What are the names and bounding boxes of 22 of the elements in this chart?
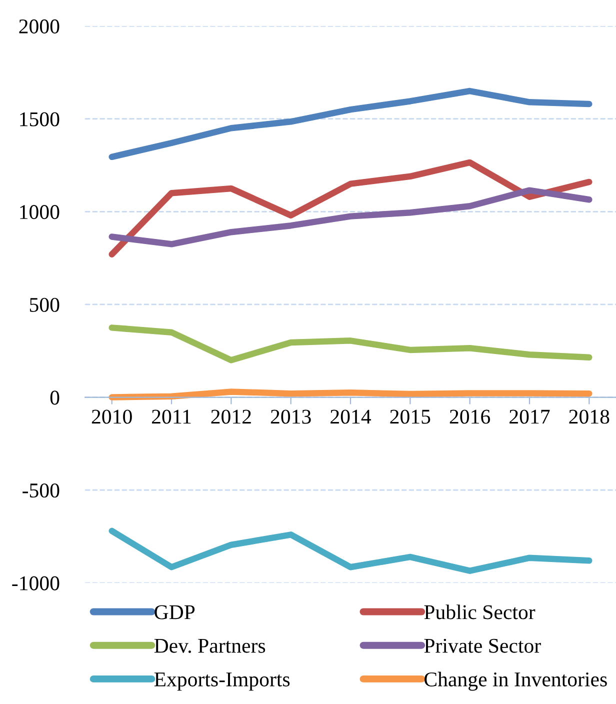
y-tick-label: 1500 — [20, 112, 60, 126]
x-tick-label: 2010 — [92, 410, 132, 424]
x-tick-label: 2012 — [211, 410, 251, 424]
y-tick-label: 2000 — [19, 19, 60, 34]
legend-label: Dev. Partners — [154, 638, 266, 653]
legend-label: Public Sector — [424, 604, 536, 620]
x-tick-label: 2018 — [569, 410, 610, 424]
y-tick-label: 1000 — [20, 205, 60, 220]
y-tick-label: 0 — [50, 390, 60, 405]
legend-label: Change in Inventories — [424, 672, 607, 691]
x-tick-label: 2013 — [270, 410, 311, 424]
x-tick-label: 2011 — [152, 410, 191, 424]
x-tick-label: 2017 — [510, 410, 550, 424]
y-tick-label: 500 — [30, 298, 60, 312]
x-tick-label: 2015 — [390, 410, 430, 424]
y-tick-label: -500 — [22, 483, 60, 498]
legend-label: GDP — [154, 605, 195, 620]
legend-label: Exports-Imports — [154, 672, 290, 691]
legend-label: Private Sector — [424, 638, 541, 653]
x-tick-label: 2014 — [330, 410, 372, 424]
y-tick-label: -1000 — [12, 576, 60, 590]
x-tick-label: 2016 — [450, 410, 490, 424]
